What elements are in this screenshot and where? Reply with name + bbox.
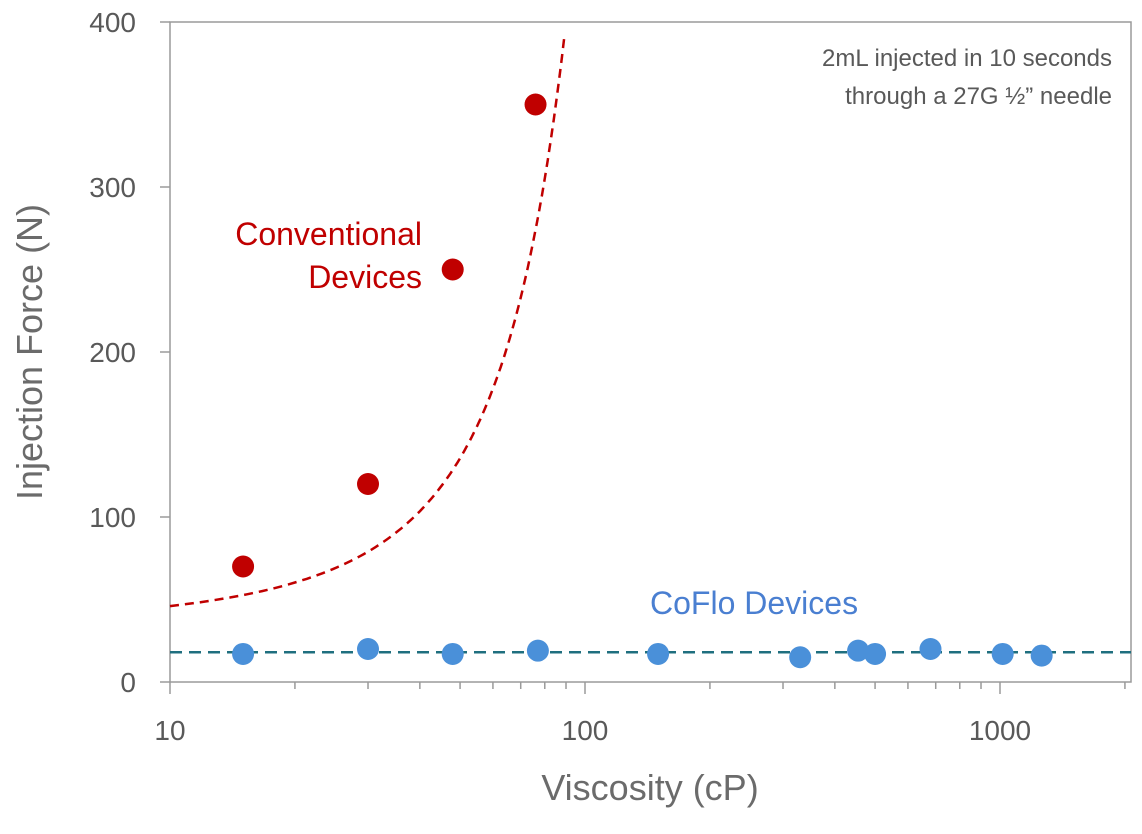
coflo-data-point	[441, 642, 464, 665]
conventional-data-point	[232, 555, 255, 578]
conventional-data-point	[524, 93, 547, 116]
x-tick-label: 1000	[969, 715, 1031, 746]
x-axis-title: Viscosity (cP)	[541, 767, 758, 808]
y-tick-label: 400	[89, 7, 136, 38]
annotation-line-1: 2mL injected in 10 seconds	[822, 45, 1112, 72]
coflo-data-point	[847, 639, 870, 662]
conventional-data-point	[441, 258, 464, 281]
y-tick-label: 100	[89, 502, 136, 533]
data-points	[232, 93, 1053, 669]
annotation-line-2: through a 27G ½” needle	[845, 83, 1112, 110]
coflo-data-point	[789, 646, 812, 669]
y-tick-label: 300	[89, 172, 136, 203]
coflo-data-point	[864, 642, 887, 665]
y-axis-title: Injection Force (N)	[9, 204, 50, 500]
coflo-data-point	[357, 638, 380, 660]
coflo-data-point	[991, 642, 1014, 665]
axis-ticks: 0 100 200 300 400 10 100 1000	[89, 7, 1126, 746]
conventional-series-label-line-1: Conventional	[235, 216, 422, 252]
plot-area	[169, 21, 1132, 683]
coflo-data-point	[919, 638, 942, 660]
conventional-trendline	[169, 33, 566, 608]
coflo-data-point	[1030, 644, 1053, 667]
conventional-series-label-line-2: Devices	[308, 259, 422, 295]
y-tick-label: 200	[89, 337, 136, 368]
x-tick-label: 100	[562, 715, 609, 746]
coflo-data-point	[647, 642, 670, 665]
x-tick-label: 10	[154, 715, 185, 746]
coflo-data-point	[526, 639, 549, 662]
y-tick-label: 0	[120, 667, 136, 698]
coflo-data-point	[232, 642, 255, 665]
conventional-data-point	[357, 473, 380, 495]
coflo-series-label: CoFlo Devices	[650, 585, 858, 621]
